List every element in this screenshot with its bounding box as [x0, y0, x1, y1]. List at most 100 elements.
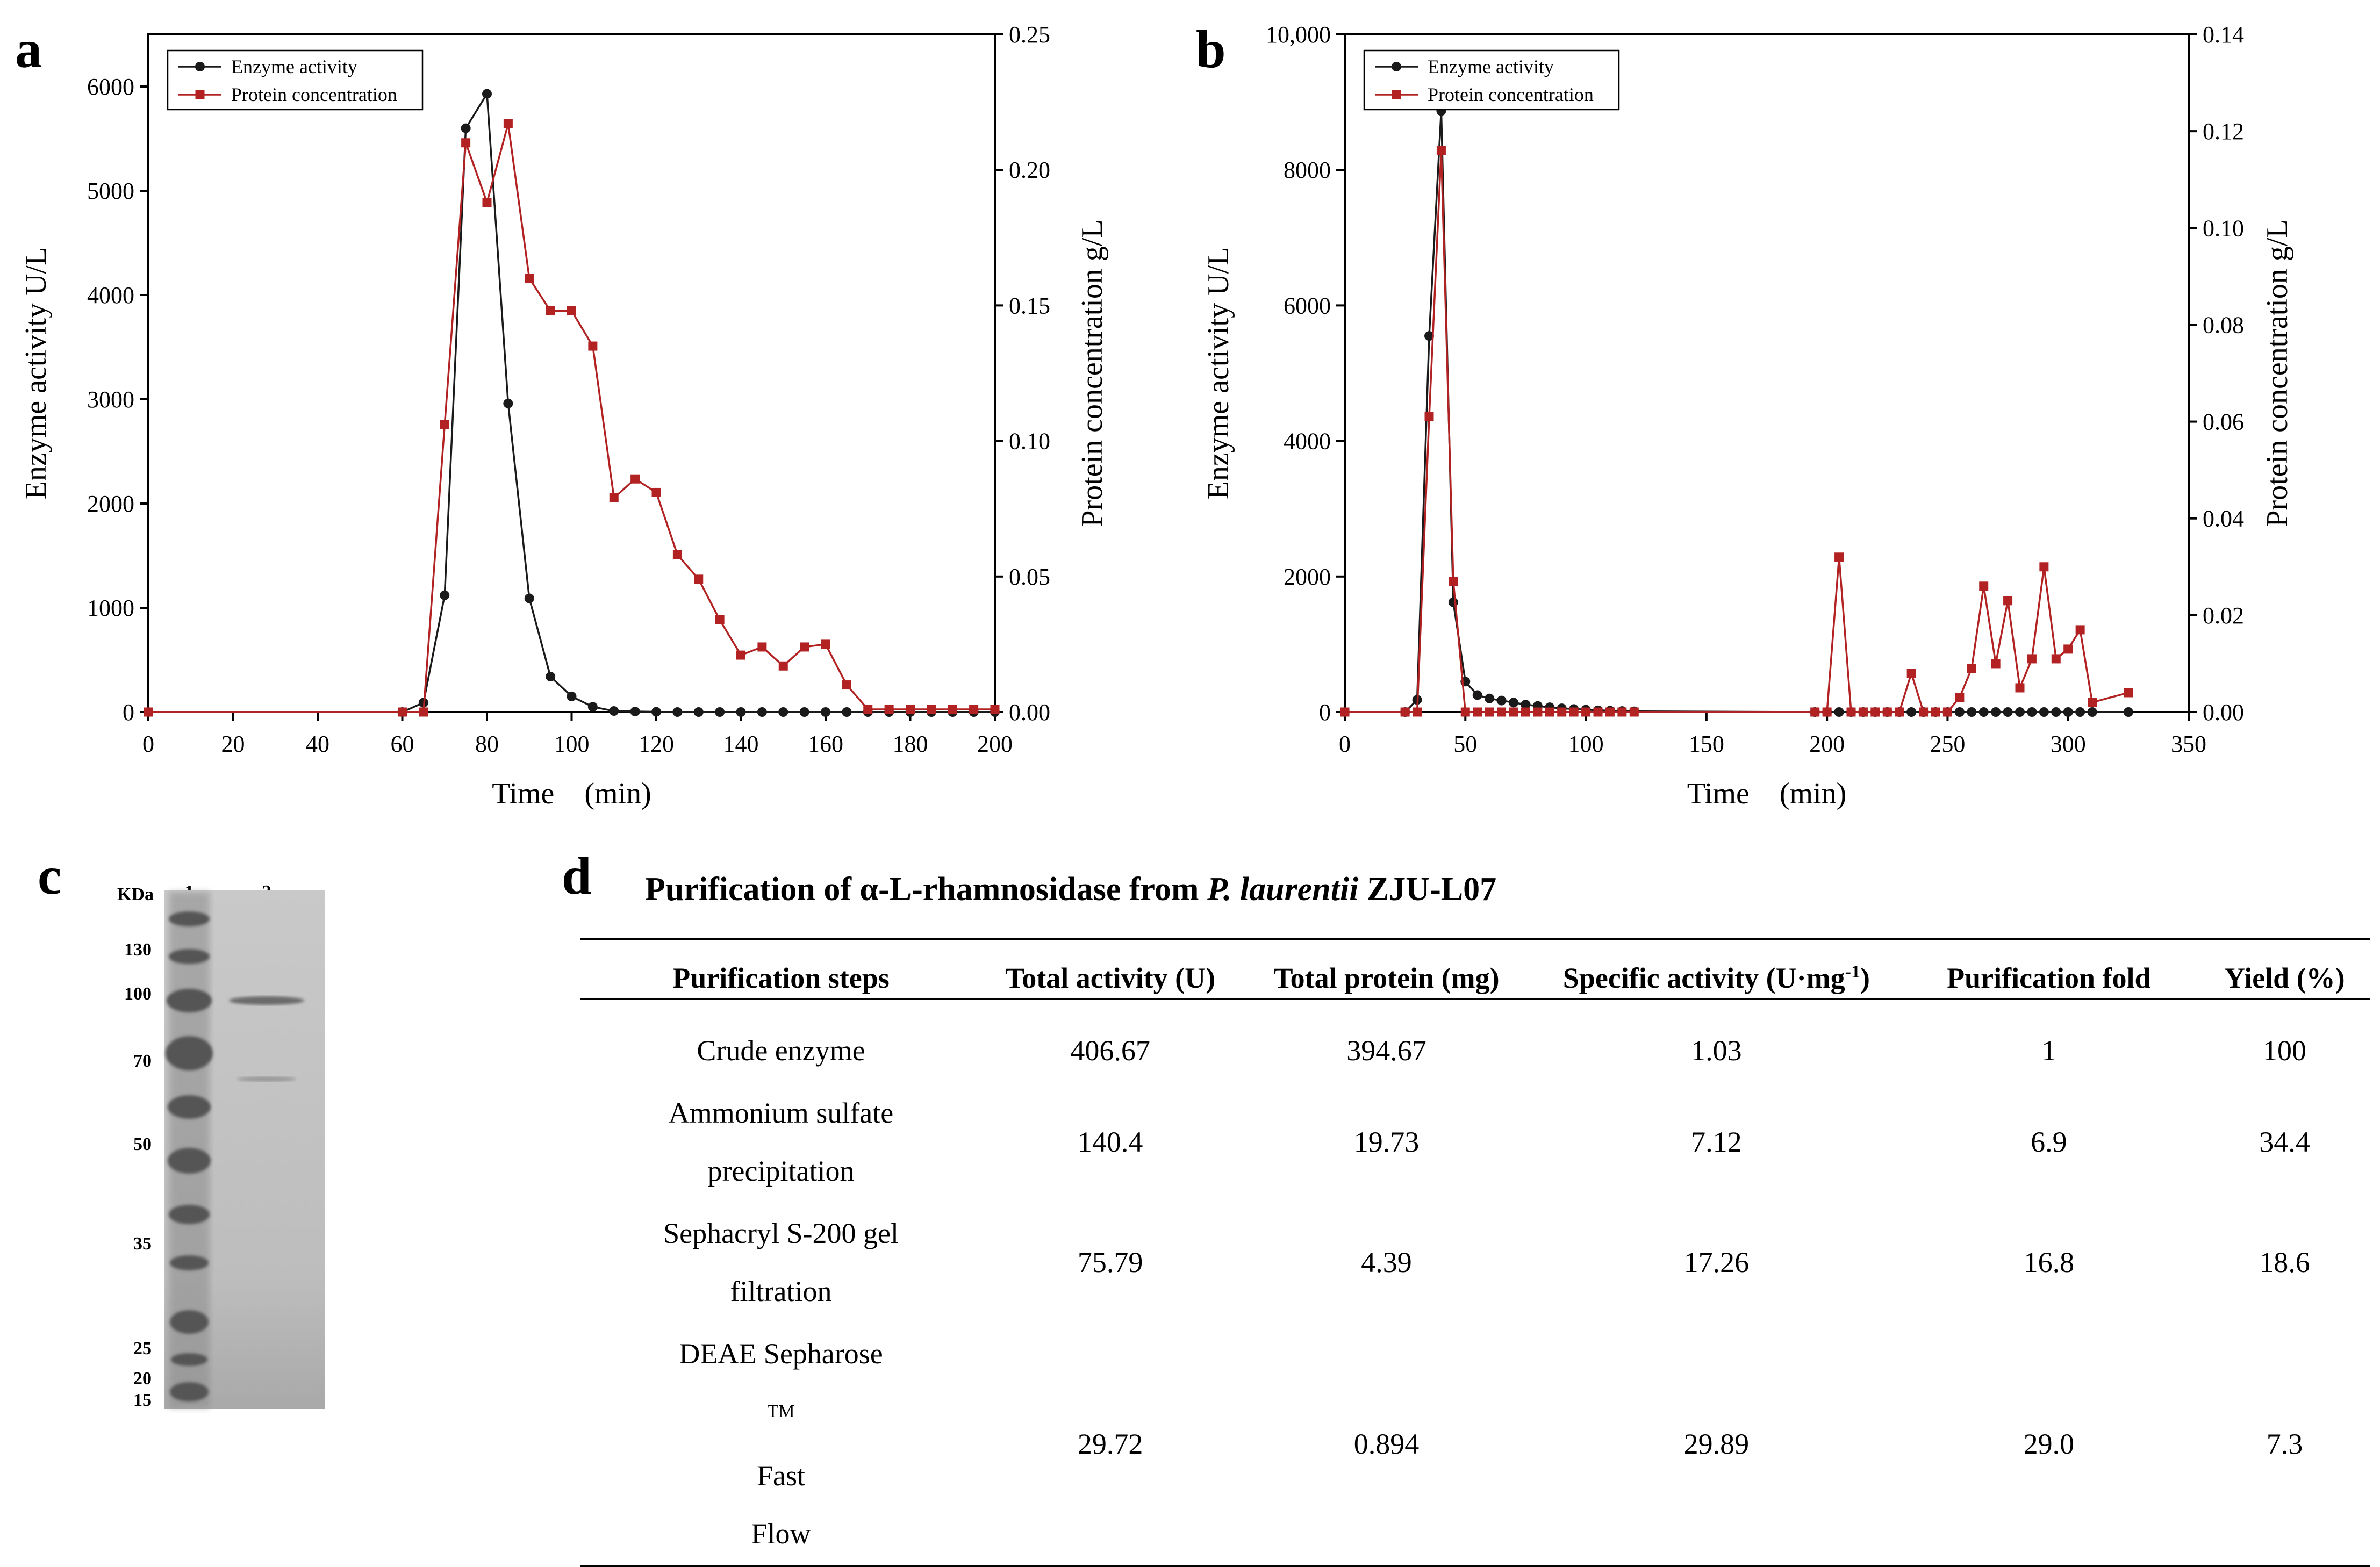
- x-tick-label: 40: [306, 731, 329, 757]
- enzyme-activity-point: [1967, 707, 1977, 717]
- table-title-suffix: ZJU-L07: [1358, 871, 1497, 908]
- y2-axis-label: Protein concentration g/L: [2261, 219, 2294, 527]
- enzyme-activity-point: [778, 707, 788, 717]
- protein-concentration-point: [1605, 707, 1615, 717]
- row-specific-activity: 29.89: [1533, 1322, 1899, 1567]
- sample-lane-band-minor: [237, 1076, 296, 1082]
- x-axis-label: Time (min): [1687, 777, 1847, 810]
- table-title-species: P. laurentii: [1207, 871, 1359, 908]
- row-total-protein: 19.73: [1353, 1126, 1420, 1158]
- protein-concentration-point: [440, 420, 449, 429]
- protein-concentration-point: [2124, 688, 2133, 698]
- protein-concentration-point: [1991, 659, 2001, 669]
- gel-marker-100: 100: [124, 984, 152, 1004]
- protein-concentration-point: [1581, 707, 1591, 717]
- protein-concentration-point: [144, 707, 153, 717]
- protein-concentration-point: [482, 198, 492, 207]
- header-total-protein: Total protein (mg): [1239, 939, 1534, 1000]
- protein-concentration-point: [1533, 707, 1543, 717]
- protein-concentration-point: [1979, 581, 1989, 591]
- row-yield: 7.3: [2198, 1322, 2370, 1567]
- protein-concentration-point: [1436, 146, 1446, 155]
- legend-marker-square: [195, 90, 205, 99]
- x-tick-label: 200: [977, 731, 1013, 757]
- y-tick-label: 4000: [1284, 428, 1331, 455]
- protein-concentration-point: [630, 474, 640, 484]
- protein-concentration-point: [1967, 664, 1976, 673]
- row-yield: 18.6: [2259, 1246, 2310, 1278]
- protein-concentration-point: [1846, 707, 1856, 717]
- enzyme-activity-point: [1424, 331, 1434, 341]
- enzyme-activity-point: [482, 89, 492, 99]
- y-tick-label: 0: [1319, 699, 1331, 725]
- enzyme-activity-point: [609, 706, 619, 716]
- x-tick-label: 150: [1689, 731, 1724, 757]
- series-line-protein-concentration: [148, 124, 995, 713]
- enzyme-activity-point: [2051, 707, 2061, 717]
- enzyme-activity-point: [821, 707, 830, 717]
- y2-tick-label: 0.06: [2203, 409, 2244, 435]
- x-tick-label: 100: [554, 731, 590, 757]
- enzyme-activity-point: [567, 691, 577, 701]
- y2-tick-label: 0.12: [2203, 118, 2244, 145]
- enzyme-activity-point: [1509, 698, 1518, 708]
- x-tick-label: 300: [2051, 731, 2086, 757]
- legend-label: Protein concentration: [1428, 84, 1594, 105]
- chart-b: 0 50 100 150 200 250 300 350 0 2000 4000 6000 8000 10…: [1202, 21, 2294, 810]
- protein-concentration-point: [1931, 707, 1940, 717]
- protein-concentration-point: [1834, 552, 1844, 562]
- protein-concentration-point: [1919, 707, 1929, 717]
- table-row: Ammonium sulfate precipitation 140.4 19.7…: [580, 1082, 2370, 1202]
- protein-concentration-point: [757, 642, 767, 652]
- enzyme-activity-point: [736, 707, 746, 717]
- y2-tick-label: 0.00: [1009, 699, 1050, 725]
- enzyme-activity-point: [524, 593, 534, 603]
- row-fold: 16.8: [2023, 1246, 2075, 1278]
- y2-tick-label: 0.00: [2203, 699, 2244, 725]
- row-fold: 6.9: [2031, 1126, 2067, 1158]
- legend-marker-square: [1392, 90, 1401, 99]
- enzyme-activity-point: [715, 707, 725, 717]
- protein-concentration-point: [1882, 707, 1892, 717]
- enzyme-activity-point: [2063, 707, 2073, 717]
- protein-concentration-point: [736, 650, 745, 660]
- header-steps: Purification steps: [580, 939, 982, 1000]
- row-step: Sephacryl S-200 gel filtration: [663, 1217, 899, 1307]
- enzyme-activity-point: [672, 707, 683, 717]
- protein-concentration-point: [1942, 707, 1952, 717]
- x-tick-label: 180: [893, 731, 928, 757]
- protein-concentration-point: [609, 493, 619, 503]
- plot-frame: [1344, 33, 2190, 713]
- protein-concentration-point: [1895, 707, 1904, 717]
- x-tick-label: 250: [1930, 731, 1965, 757]
- legend-label: Protein concentration: [231, 84, 397, 105]
- table-row: Crude enzyme 406.67 394.67 1.03 1 100: [580, 999, 2370, 1082]
- y-tick-label: 8000: [1284, 157, 1331, 183]
- row-step: Ammonium sulfate precipitation: [668, 1097, 894, 1187]
- protein-concentration-point: [1557, 707, 1567, 717]
- x-tick-label: 20: [221, 731, 245, 757]
- protein-concentration-point: [461, 138, 471, 148]
- sample-lane-band-100kda: [229, 996, 304, 1005]
- row-specific-activity: 1.03: [1691, 1034, 1742, 1067]
- gel-marker-labels: 130 100 70 50 35 25 20 15: [124, 940, 152, 1410]
- row-specific-activity: 17.26: [1683, 1246, 1750, 1278]
- protein-concentration-point: [715, 615, 725, 625]
- enzyme-activity-point: [1448, 597, 1458, 607]
- protein-concentration-point: [567, 306, 576, 315]
- enzyme-activity-point: [630, 707, 640, 717]
- protein-concentration-point: [1617, 707, 1627, 717]
- enzyme-activity-point: [2087, 707, 2097, 717]
- x-tick-label: 350: [2171, 731, 2206, 757]
- enzyme-activity-point: [1954, 707, 1965, 717]
- enzyme-activity-point: [1485, 693, 1495, 703]
- row-total-protein: 4.39: [1361, 1246, 1412, 1278]
- protein-concentration-point: [842, 680, 851, 690]
- y2-tick-label: 0.15: [1009, 292, 1050, 319]
- protein-concentration-point: [1509, 707, 1518, 717]
- y-tick-label: 2000: [1284, 564, 1331, 590]
- y2-tick-label: 0.14: [2203, 21, 2244, 48]
- panel-letter-a: a: [15, 19, 42, 79]
- protein-concentration-point: [2063, 644, 2073, 654]
- protein-concentration-point: [1810, 707, 1820, 717]
